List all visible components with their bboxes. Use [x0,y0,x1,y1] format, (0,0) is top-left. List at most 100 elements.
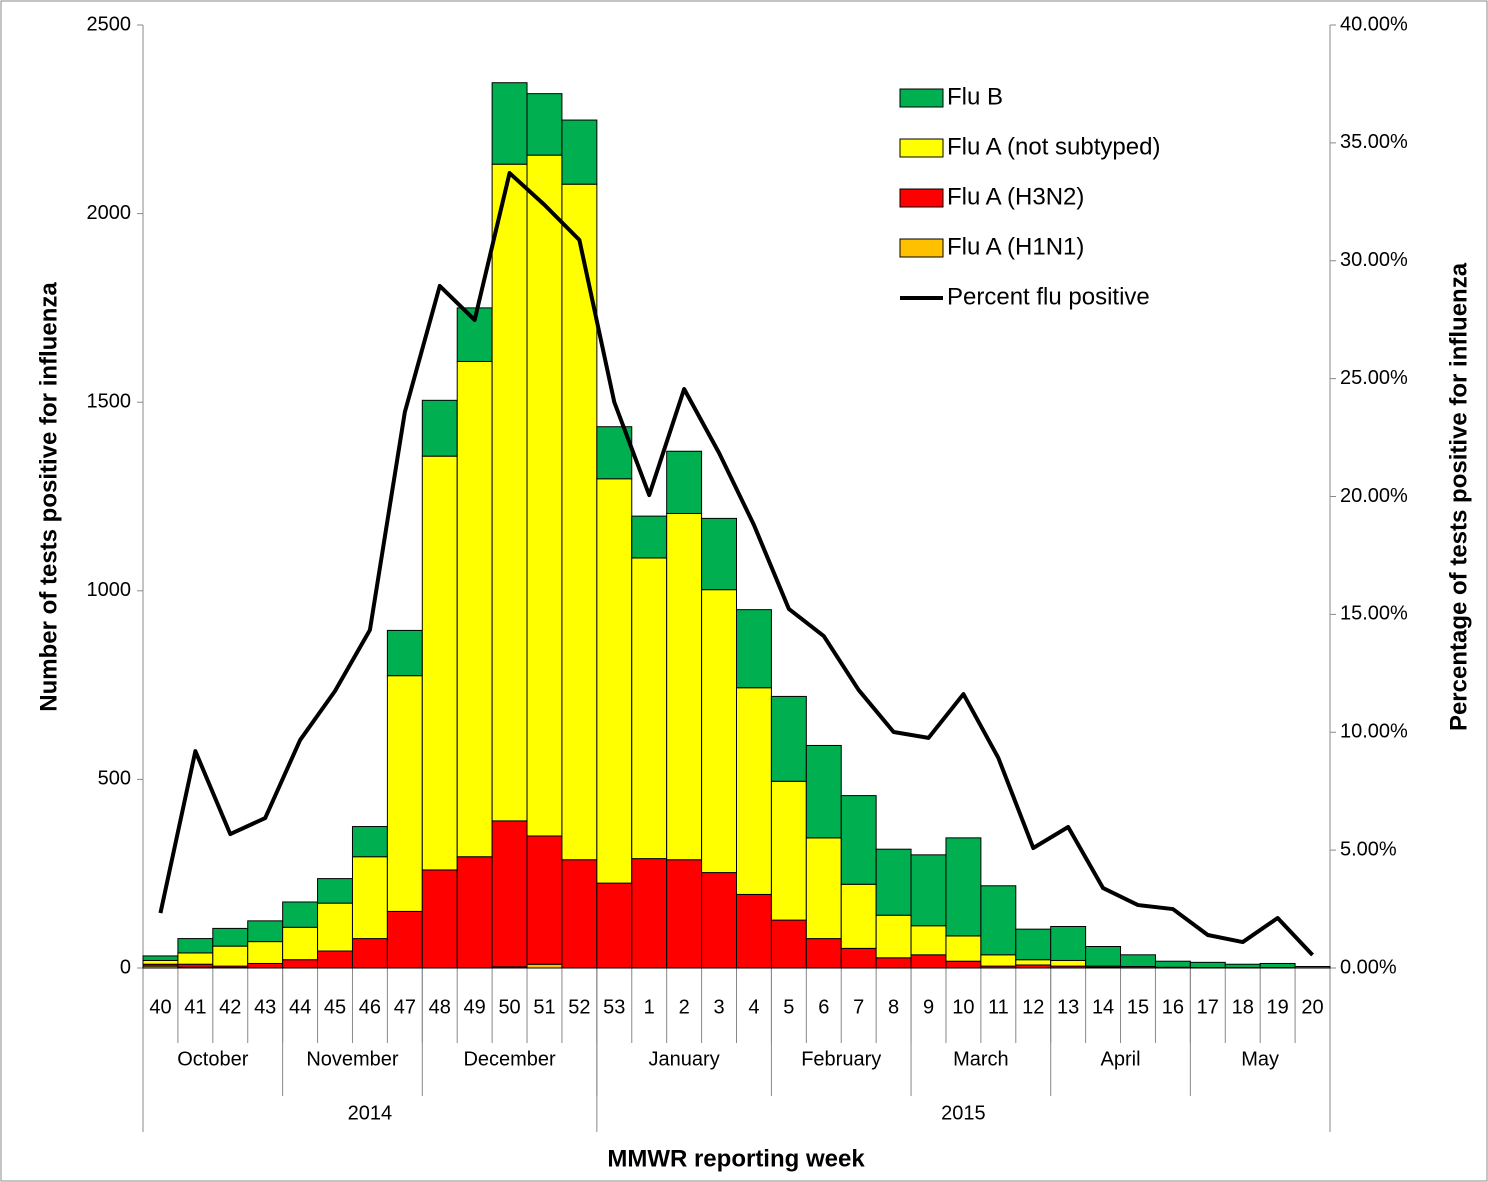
bar-segment [1224,963,1261,969]
x-tick-label: 4 [748,996,759,1018]
legend-swatch [899,238,944,258]
bar-segment [247,941,284,964]
group-label: October [177,1048,248,1070]
bar-segment [456,360,493,858]
bar-segment [770,695,807,782]
bar-segment [666,859,703,969]
bar-segment [526,93,563,156]
legend-swatch [899,88,944,108]
bar-segment [1015,959,1052,966]
bar-segment [386,675,423,912]
x-tick-label: 45 [324,996,346,1018]
x-tick-label: 47 [394,996,416,1018]
bar-segment [317,902,353,952]
bar-segment [840,795,877,885]
x-tick-label: 20 [1301,996,1323,1018]
legend-label: Flu A (H1N1) [947,233,1084,260]
bar-segment [666,450,703,514]
bar-segment [596,478,633,884]
x-tick-label: 5 [783,996,794,1018]
bar-segment [980,885,1017,956]
y-axis-title: Number of tests positive for influenza [35,282,62,712]
bar-segment [421,399,458,457]
bar-segment [142,959,179,965]
x-tick-label: 42 [219,996,241,1018]
bar-segment [561,859,598,969]
legend-swatch [899,138,944,158]
bar-segment [736,893,772,969]
y2-tick-label: 15.00% [1340,603,1408,625]
bar-segment [736,687,772,895]
y-tick-label: 1500 [87,390,132,412]
legend-swatch [899,188,944,208]
bar-segment [736,609,772,689]
bar-segment [980,954,1017,967]
y2-tick-label: 5.00% [1340,838,1397,860]
bar-segment [945,935,982,962]
y2-axis-title: Percentage of tests positive for influen… [1445,262,1472,731]
bar-segment [910,854,947,927]
bar-segment [701,517,738,591]
bar-segment [317,950,353,969]
group-label: December [463,1048,556,1070]
bar-segment [596,882,633,969]
bar-segment [351,826,388,858]
y2-tick-label: 10.00% [1340,721,1408,743]
group-label: January [649,1048,720,1070]
bar-segment [910,925,947,956]
bar-segment [875,914,912,959]
x-tick-label: 10 [952,996,974,1018]
bar-segment [456,856,493,969]
bar-segment [421,455,458,871]
bar-segment [945,837,982,937]
bar-segment [840,883,877,949]
x-tick-label: 8 [888,996,899,1018]
bar-segment [491,163,528,822]
x-tick-label: 16 [1162,996,1184,1018]
bar-segment [631,858,668,969]
bar-segment [282,901,319,928]
x-tick-label: 11 [988,996,1009,1018]
bar-segment [282,959,319,969]
bar-segment [526,963,563,969]
x-tick-label: 44 [289,996,311,1018]
bar-segment [561,119,598,185]
x-tick-label: 9 [923,996,934,1018]
x-tick-label: 1 [644,996,655,1018]
bar-segment [805,837,842,940]
bar-segment [282,926,319,961]
bar-segment [805,744,842,839]
bar-segment [840,947,877,969]
bar-segment [177,952,214,965]
bar-segment [1085,945,1122,967]
x-tick-label: 17 [1197,996,1219,1018]
bar-segment [1120,954,1156,967]
bar-segment [561,183,598,861]
group-label: April [1101,1048,1141,1070]
x-tick-label: 7 [853,996,864,1018]
y2-tick-label: 40.00% [1340,13,1408,35]
bar-segment [386,629,423,677]
bar-segment [701,872,738,969]
group-label: February [801,1048,881,1070]
bar-segment [351,856,388,940]
x-tick-label: 3 [713,996,724,1018]
bar-segment [317,878,353,904]
x-tick-label: 49 [464,996,486,1018]
line-series [158,171,1314,957]
bar-segment [631,557,668,860]
x-tick-label: 40 [149,996,171,1018]
x-tick-label: 19 [1267,996,1289,1018]
x-tick-label: 48 [429,996,451,1018]
x-tick-label: 43 [254,996,276,1018]
bar-segment [491,82,528,165]
bar-segment [945,960,982,969]
bar-segment [212,927,249,947]
x-tick-label: 18 [1232,996,1254,1018]
x-tick-label: 50 [498,996,520,1018]
bar-segment [875,957,912,969]
bar-segment [1259,962,1296,969]
group-label: March [953,1048,1009,1070]
bar-segment [875,848,912,916]
legend-label: Flu A (not subtyped) [947,133,1160,160]
